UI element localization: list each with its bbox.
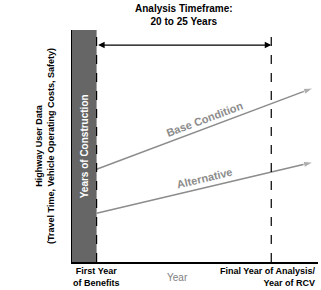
svg-text:Base Condition: Base Condition [165,99,245,139]
svg-text:Years of Construction: Years of Construction [79,94,90,198]
svg-text:Alternative: Alternative [175,166,233,191]
svg-text:Final Year of Analysis/Year of: Final Year of Analysis/Year of RCV [220,266,316,288]
svg-text:Highway User Data(Travel Time,: Highway User Data(Travel Time, Vehicle O… [34,48,56,244]
svg-text:Year: Year [167,272,188,283]
svg-text:Analysis Timeframe:20 to 25 Ye: Analysis Timeframe:20 to 25 Years [135,3,233,27]
svg-text:First Yearof Benefits: First Yearof Benefits [73,266,120,288]
